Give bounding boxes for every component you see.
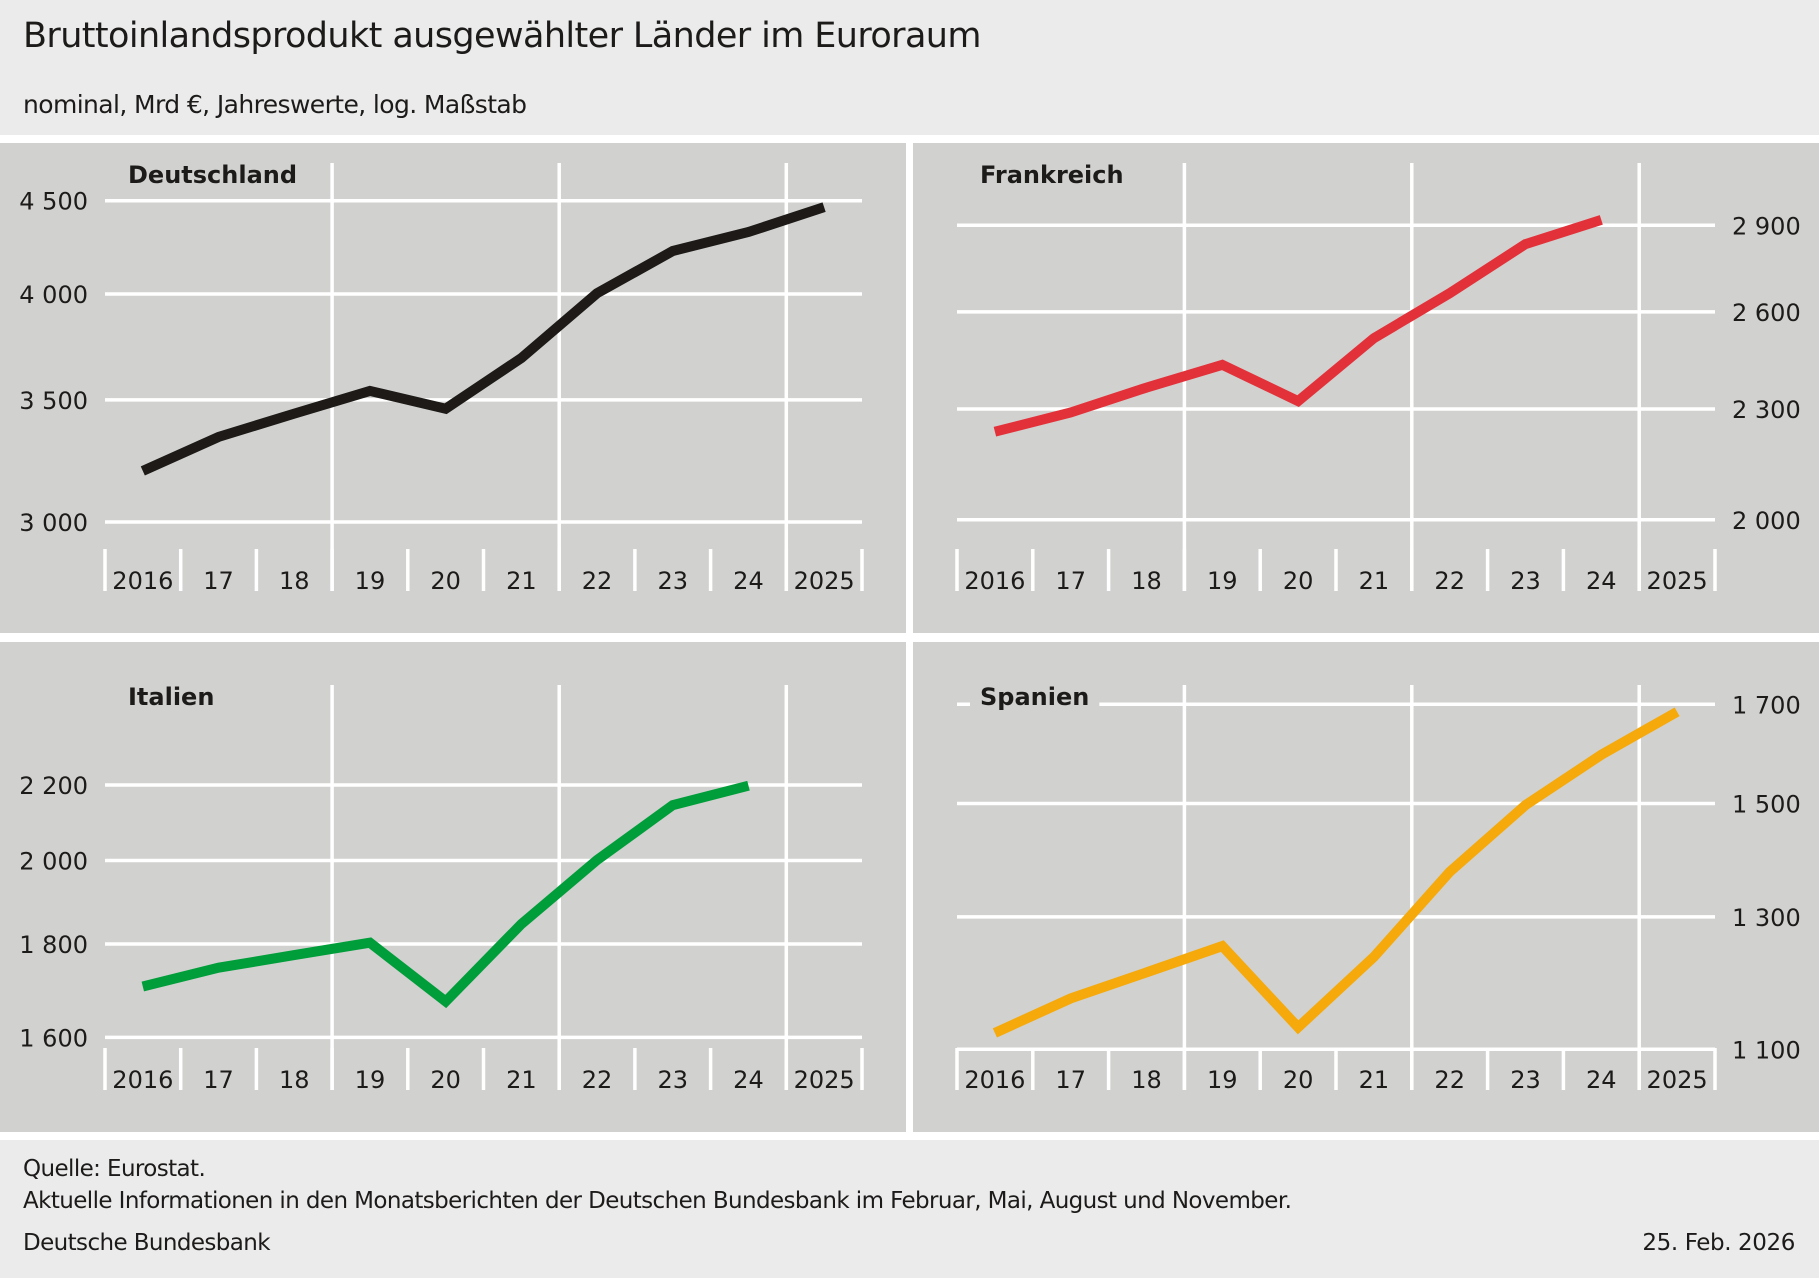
x-tick-label: 20 <box>430 567 461 595</box>
title-background <box>118 676 225 706</box>
chart-subtitle: nominal, Mrd €, Jahreswerte, log. Maßsta… <box>23 90 527 119</box>
y-tick-label: 3 000 <box>19 509 88 537</box>
x-tick-label: 21 <box>506 567 537 595</box>
y-tick-label: 1 500 <box>1732 790 1801 818</box>
x-tick-label: 18 <box>279 567 310 595</box>
panel-title: Italien <box>128 683 214 711</box>
x-tick-label: 23 <box>657 1066 688 1094</box>
panel-title: Spanien <box>980 683 1089 711</box>
panel-deutschland: 3 000 3 500 4 000 4 500 2016 17 18 19 20 21 22 23 24… <box>0 143 906 633</box>
series-line-deutschland <box>140 202 826 476</box>
chart-svg: 1 600 1 800 2 000 2 200 2016 17 18 19 20 21 22 23 24… <box>19 676 864 1094</box>
x-tick-label: 20 <box>1283 567 1314 595</box>
y-tick-label: 1 700 <box>1732 691 1801 719</box>
y-tick-label: 2 000 <box>1732 507 1801 535</box>
y-tick-label: 4 000 <box>19 281 88 309</box>
panel-frankreich: 2 000 2 300 2 600 2 900 2016 17 18 19 20 21 22 23 24… <box>913 143 1819 633</box>
panel-spanien: 1 100 1 300 1 500 1 700 2016 17 18 19 20 21 22 23 24… <box>913 642 1819 1132</box>
chart-svg: 1 100 1 300 1 500 1 700 2016 17 18 19 20 21 22 23 24… <box>955 676 1801 1094</box>
y-tick-label: 2 200 <box>19 772 88 800</box>
series-line-italien <box>141 780 750 1009</box>
x-tick-label: 2016 <box>964 1066 1025 1094</box>
y-tick-label: 2 900 <box>1732 212 1801 240</box>
x-tick-label: 21 <box>1359 567 1390 595</box>
x-tick-label: 18 <box>1131 1066 1162 1094</box>
x-tick-label: 22 <box>582 1066 613 1094</box>
y-tick-label: 2 600 <box>1732 299 1801 327</box>
y-tick-label: 1 800 <box>19 931 88 959</box>
x-tick-label: 24 <box>733 1066 764 1094</box>
y-tick-label: 2 000 <box>19 848 88 876</box>
x-tick-label: 20 <box>430 1066 461 1094</box>
info-note: Aktuelle Informationen in den Monatsberi… <box>23 1188 1292 1214</box>
x-tick-label: 20 <box>1283 1066 1314 1094</box>
x-tick-label: 2025 <box>1647 1066 1708 1094</box>
x-tick-label: 2025 <box>794 567 855 595</box>
chart-svg: 3 000 3 500 4 000 4 500 2016 17 18 19 20 21 22 23 24… <box>19 154 864 595</box>
x-tick-label: 24 <box>733 567 764 595</box>
x-tick-label: 19 <box>1207 1066 1238 1094</box>
x-tick-label: 22 <box>1434 1066 1465 1094</box>
panel-title: Deutschland <box>128 161 297 189</box>
x-tick-label: 2025 <box>794 1066 855 1094</box>
x-tick-label: 24 <box>1586 567 1617 595</box>
title-background <box>118 154 308 184</box>
x-tick-label: 18 <box>279 1066 310 1094</box>
y-tick-label: 1 600 <box>19 1024 88 1052</box>
x-tick-label: 19 <box>355 1066 386 1094</box>
x-tick-label: 22 <box>582 567 613 595</box>
panel-title: Frankreich <box>980 161 1124 189</box>
x-tick-label: 24 <box>1586 1066 1617 1094</box>
x-tick-label: 17 <box>203 567 234 595</box>
y-tick-label: 4 500 <box>19 188 88 216</box>
chart-header: Bruttoinlandsprodukt ausgewählter Länder… <box>0 0 1819 135</box>
panel-italien: 1 600 1 800 2 000 2 200 2016 17 18 19 20 21 22 23 24… <box>0 642 906 1132</box>
x-tick-label: 2025 <box>1647 567 1708 595</box>
x-tick-label: 22 <box>1434 567 1465 595</box>
y-tick-label: 1 100 <box>1732 1036 1801 1064</box>
publisher: Deutsche Bundesbank <box>23 1230 271 1256</box>
y-tick-label: 1 300 <box>1732 904 1801 932</box>
x-tick-label: 23 <box>657 567 688 595</box>
x-tick-label: 23 <box>1510 1066 1541 1094</box>
chart-svg: 2 000 2 300 2 600 2 900 2016 17 18 19 20 21 22 23 24… <box>955 154 1801 595</box>
x-tick-label: 2016 <box>112 1066 173 1094</box>
x-tick-label: 21 <box>506 1066 537 1094</box>
y-tick-label: 3 500 <box>19 387 88 415</box>
x-tick-label: 19 <box>1207 567 1238 595</box>
x-tick-label: 23 <box>1510 567 1541 595</box>
x-tick-label: 2016 <box>112 567 173 595</box>
x-tick-label: 17 <box>1055 1066 1086 1094</box>
publication-date: 25. Feb. 2026 <box>1642 1230 1795 1256</box>
series-line-frankreich <box>993 215 1603 437</box>
x-tick-label: 2016 <box>964 567 1025 595</box>
series-line-spanien <box>992 707 1680 1038</box>
x-tick-label: 17 <box>203 1066 234 1094</box>
title-background <box>970 154 1134 184</box>
chart-footer: Quelle: Eurostat. Aktuelle Informationen… <box>0 1140 1819 1278</box>
chart-title: Bruttoinlandsprodukt ausgewählter Länder… <box>23 16 981 56</box>
source-note: Quelle: Eurostat. <box>23 1156 206 1182</box>
y-tick-label: 2 300 <box>1732 396 1801 424</box>
x-tick-label: 19 <box>355 567 386 595</box>
x-tick-label: 18 <box>1131 567 1162 595</box>
x-tick-label: 17 <box>1055 567 1086 595</box>
title-background <box>970 676 1100 706</box>
x-tick-label: 21 <box>1359 1066 1390 1094</box>
